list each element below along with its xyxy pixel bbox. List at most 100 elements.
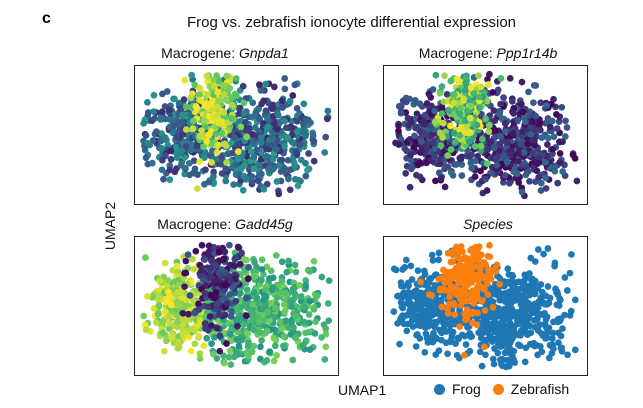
ppp1r14b-point-474 [497,132,504,140]
gnpda1-point-475 [262,80,270,88]
gnpda1-point-442 [268,105,276,113]
gnpda1-point-231 [295,176,303,184]
gnpda1-point-711 [145,109,152,116]
ppp1r14b-point-252 [555,118,563,125]
ppp1r14b-point-937 [447,77,455,85]
ppp1r14b-point-459 [531,136,538,144]
ppp1r14b-point-494 [543,102,551,109]
species-point-745 [408,276,416,283]
gadd45g-point-10 [302,277,310,284]
gnpda1-point-833 [196,133,204,140]
species-point-430 [557,344,565,352]
species-point-484 [515,331,523,339]
gadd45g-point-443 [273,294,281,301]
gadd45g-point-950 [198,267,205,275]
gnpda1-point-699 [142,154,150,162]
ppp1r14b-point-698 [416,173,424,181]
species-point-311 [548,335,556,342]
species-point-813 [456,323,463,330]
species-point-409 [555,302,563,309]
species-point-694 [448,335,455,343]
ppp1r14b-point-599 [444,163,452,171]
gadd45g-point-402 [250,289,258,296]
gnpda1-point-733 [176,149,184,156]
gadd45g-point-352 [250,273,257,281]
ppp1r14b-point-943 [461,128,469,136]
gadd45g-point-261 [267,267,275,275]
ppp1r14b-point-492 [492,155,500,163]
gnpda1-point-753 [182,142,190,150]
species-point-398 [534,285,542,292]
gadd45g-point-384 [296,281,303,289]
ppp1r14b-point-481 [493,162,501,169]
species-point-899 [468,310,476,318]
gadd45g-point-425 [278,324,286,332]
species-point-758 [443,328,450,335]
species-point-917 [470,276,477,284]
ppp1r14b-point-947 [439,134,446,141]
gnpda1-point-421 [262,107,270,115]
gadd45g-point-845 [231,262,238,270]
ppp1r14b-point-446 [486,138,493,146]
species-point-473 [444,350,451,358]
gnpda1-point-392 [239,82,247,90]
ppp1r14b-point-935 [466,114,474,122]
gadd45g-point-446 [269,274,277,282]
gadd45g-point-23 [322,343,330,351]
species-point-714 [442,339,450,347]
ppp1r14b-point-75 [550,133,558,141]
species-point-652 [412,343,420,350]
gadd45g-point-356 [258,337,265,344]
gadd45g-point-168 [312,318,319,326]
gnpda1-point-379 [281,75,289,82]
species-point-687 [429,257,437,264]
ppp1r14b-point-351 [527,130,534,138]
species-point-367 [466,329,474,337]
ppp1r14b-point-903 [447,122,454,130]
gnpda1-point-745 [172,143,180,151]
ppp1r14b-point-158 [526,177,533,185]
species-point-743 [421,267,428,275]
gadd45g-point-768 [236,260,244,268]
gadd45g-point-461 [187,347,195,355]
gadd45g-point-164 [305,311,313,318]
gnpda1-point-351 [232,161,240,168]
species-point-939 [492,267,500,275]
species-point-592 [394,319,401,327]
ppp1r14b-point-476 [503,158,511,166]
gnpda1-point-438 [300,100,308,108]
gnpda1-point-697 [201,154,208,161]
ppp1r14b-point-737 [407,151,414,159]
gadd45g-point-423 [258,256,266,264]
gadd45g-point-742 [164,277,172,284]
gadd45g-point-938 [213,300,221,308]
gnpda1-point-427 [302,172,310,180]
ppp1r14b-point-473 [524,140,532,148]
gadd45g-point-753 [173,299,181,306]
umap-scatter-gnpda1 [140,71,332,198]
ppp1r14b-point-369 [490,107,498,115]
ppp1r14b-point-117 [573,177,581,185]
gadd45g-point-37 [273,352,280,359]
ppp1r14b-point-309 [518,188,526,196]
species-point-19 [452,340,459,348]
ppp1r14b-point-166 [544,134,552,142]
gadd45g-point-749 [153,319,160,326]
gnpda1-point-451 [217,160,225,168]
gadd45g-point-966 [227,313,235,320]
gadd45g-point-486 [248,348,256,356]
ppp1r14b-point-790 [477,147,485,155]
gadd45g-point-907 [232,297,240,305]
species-point-962 [452,271,460,279]
gadd45g-point-303 [281,307,289,315]
species-point-873 [481,307,489,314]
species-point-472 [486,312,494,320]
gadd45g-point-968 [195,306,203,313]
gadd45g-point-47 [243,286,251,294]
gnpda1-point-303 [229,149,237,157]
gnpda1-point-315 [294,182,302,190]
gnpda1-point-698 [188,71,196,79]
gadd45g-point-432 [240,320,248,328]
ppp1r14b-point-423 [538,134,546,142]
species-point-469 [534,327,542,334]
